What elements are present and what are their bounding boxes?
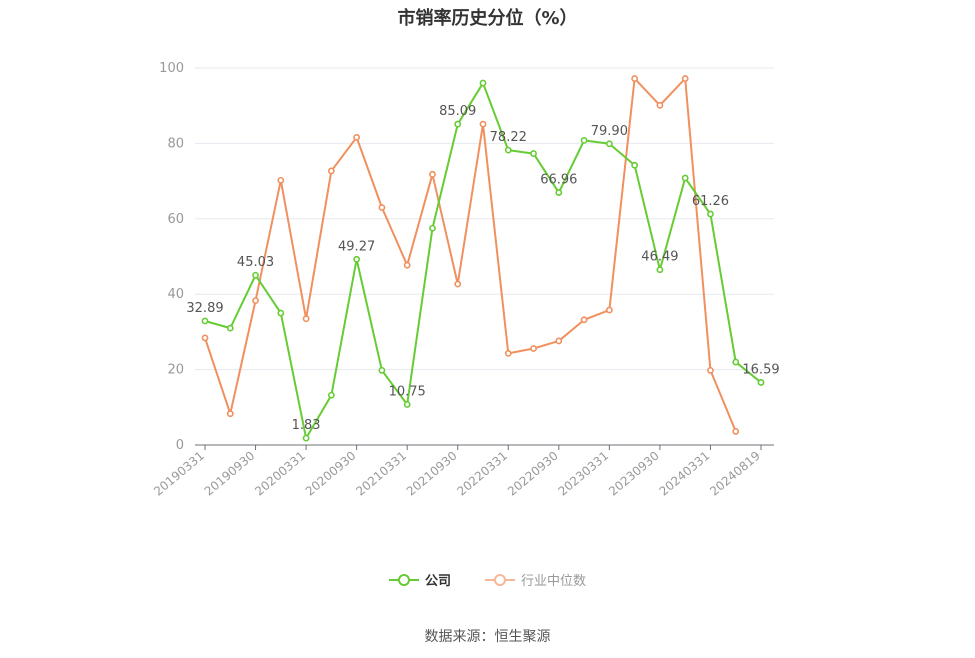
y-tick-label: 100 — [159, 61, 184, 76]
data-point-company[interactable] — [201, 317, 209, 325]
data-point-industry[interactable] — [429, 170, 436, 178]
y-axis: 0 20 40 60 80 100 — [159, 61, 184, 453]
data-point-company[interactable] — [403, 401, 411, 408]
x-tick-label: 20220930 — [505, 449, 561, 499]
data-point-company[interactable] — [504, 146, 512, 154]
data-labels: 32.89 45.03 1.83 49.27 10.75 85.09 78.22 66.96 7… — [186, 104, 779, 433]
data-point-company[interactable] — [555, 189, 563, 196]
x-tick-label: 20230331 — [556, 449, 612, 499]
data-point-company[interactable] — [605, 140, 613, 148]
chart-title: 市销率历史分位（%） — [397, 8, 578, 29]
data-point-company[interactable] — [479, 79, 487, 87]
data-label: 16.59 — [742, 362, 779, 377]
y-tick-label: 20 — [167, 363, 184, 378]
data-point-company[interactable] — [530, 150, 537, 157]
x-tick-label: 20200930 — [303, 449, 359, 499]
data-point-industry[interactable] — [479, 120, 487, 128]
data-point-company[interactable] — [681, 174, 689, 182]
data-point-industry[interactable] — [605, 306, 613, 314]
data-point-industry[interactable] — [707, 366, 714, 374]
series-layer — [201, 75, 765, 442]
legend-company-label: 公司 — [424, 574, 451, 589]
data-label: 66.96 — [540, 173, 577, 188]
x-tick-label: 20190930 — [202, 449, 258, 499]
data-point-company[interactable] — [327, 391, 335, 399]
legend-company-marker — [388, 573, 419, 586]
data-point-company[interactable] — [656, 266, 664, 274]
x-tick-label: 20230930 — [606, 449, 662, 499]
y-tick-label: 0 — [176, 438, 184, 453]
legend: 公司 行业中位数 — [0, 570, 975, 589]
legend-item-industry[interactable]: 行业中位数 — [485, 570, 586, 589]
data-label: 79.90 — [591, 124, 628, 139]
data-point-industry[interactable] — [327, 167, 335, 175]
data-point-industry[interactable] — [656, 101, 664, 109]
data-label: 46.49 — [641, 250, 678, 265]
data-point-industry[interactable] — [302, 315, 310, 323]
data-point-company[interactable] — [302, 434, 310, 442]
x-tick-label: 20210930 — [404, 449, 460, 499]
data-point-company[interactable] — [252, 271, 259, 279]
series-line-industry — [204, 77, 737, 432]
data-point-company[interactable] — [378, 366, 386, 374]
x-tick-label: 20240331 — [657, 449, 713, 499]
x-tick-label: 20190331 — [151, 449, 207, 499]
y-tick-label: 60 — [167, 212, 184, 227]
data-point-company[interactable] — [226, 324, 234, 332]
grid-lines — [195, 67, 774, 371]
data-point-industry[interactable] — [277, 176, 285, 184]
data-point-industry[interactable] — [580, 316, 588, 324]
legend-industry-marker — [485, 573, 515, 586]
data-point-industry[interactable] — [732, 428, 740, 435]
data-point-industry[interactable] — [681, 75, 689, 82]
legend-item-company[interactable]: 公司 — [388, 570, 451, 589]
data-point-industry[interactable] — [530, 345, 537, 352]
data-label: 49.27 — [338, 239, 375, 254]
legend-industry-label: 行业中位数 — [521, 574, 587, 589]
data-point-industry[interactable] — [252, 297, 259, 305]
data-point-industry[interactable] — [378, 204, 386, 211]
data-label: 61.26 — [692, 194, 729, 209]
data-label: 32.89 — [186, 301, 223, 316]
y-tick-label: 80 — [167, 136, 184, 151]
data-point-company[interactable] — [277, 309, 285, 317]
data-point-industry[interactable] — [631, 75, 639, 82]
data-label: 10.75 — [389, 384, 426, 399]
data-point-company[interactable] — [429, 224, 436, 232]
y-tick-label: 40 — [167, 287, 184, 302]
data-point-company[interactable] — [580, 136, 588, 144]
data-point-industry[interactable] — [226, 410, 234, 418]
x-tick-label: 20200331 — [252, 449, 308, 499]
data-point-industry[interactable] — [201, 334, 209, 342]
data-point-company[interactable] — [631, 161, 639, 169]
data-point-industry[interactable] — [403, 261, 411, 269]
data-point-industry[interactable] — [504, 349, 512, 357]
data-point-industry[interactable] — [454, 280, 462, 288]
data-label: 85.09 — [439, 104, 476, 119]
x-axis: 2019033120190930202003312020093020210331… — [151, 444, 774, 499]
data-point-company[interactable] — [454, 120, 462, 128]
source-note: 数据来源：恒生聚源 — [424, 629, 551, 645]
x-tick-label: 20210331 — [353, 449, 409, 499]
data-point-company[interactable] — [353, 255, 361, 263]
data-point-company[interactable] — [732, 358, 740, 366]
data-label: 45.03 — [237, 255, 274, 270]
data-point-industry[interactable] — [555, 337, 563, 345]
data-label: 1.83 — [292, 418, 321, 433]
data-point-company[interactable] — [757, 379, 765, 386]
x-tick-label: 20240819 — [707, 449, 763, 499]
data-point-industry[interactable] — [353, 133, 361, 141]
data-label: 78.22 — [490, 130, 527, 145]
data-point-company[interactable] — [707, 210, 714, 218]
x-tick-label: 20220331 — [454, 449, 510, 499]
